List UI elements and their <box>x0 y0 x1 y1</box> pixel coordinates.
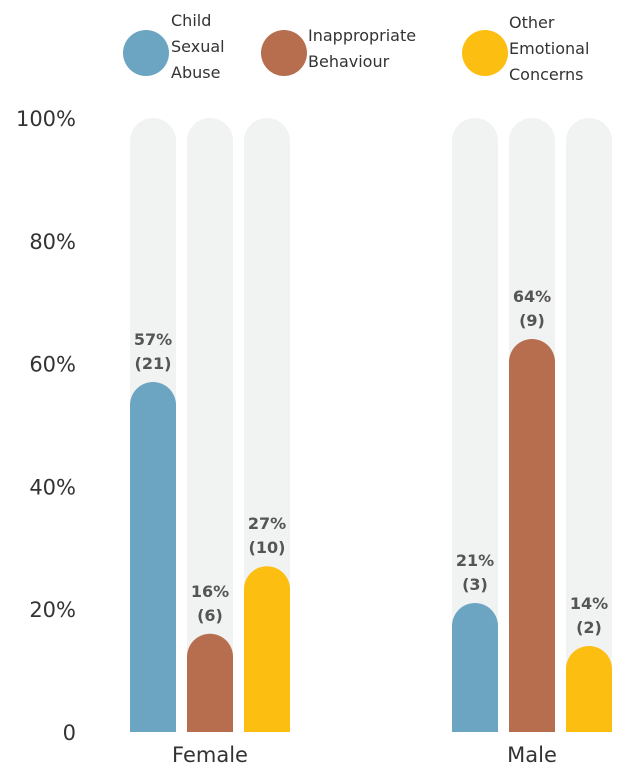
data-label-count: (10) <box>249 538 286 557</box>
legend-swatch <box>462 30 508 76</box>
data-label-count: (21) <box>135 354 172 373</box>
legend-label: Concerns <box>509 65 584 84</box>
data-label-percent: 16% <box>191 582 229 601</box>
bar <box>130 382 176 732</box>
bar <box>509 339 555 732</box>
legend-label: Sexual <box>171 37 225 56</box>
legend-label: Behaviour <box>308 52 390 71</box>
bar <box>452 603 498 732</box>
legend-swatch <box>261 30 307 76</box>
data-label-count: (9) <box>519 311 545 330</box>
data-label-percent: 64% <box>513 287 551 306</box>
bar <box>566 646 612 732</box>
legend-swatch <box>123 30 169 76</box>
y-tick-label: 60% <box>29 353 76 377</box>
legend-label: Child <box>171 11 211 30</box>
data-label-count: (6) <box>197 606 223 625</box>
data-label-percent: 14% <box>570 594 608 613</box>
bar <box>187 633 233 732</box>
y-tick-label: 80% <box>29 230 76 254</box>
bar <box>244 566 290 732</box>
data-label-count: (2) <box>576 618 602 637</box>
bar-track <box>452 118 498 732</box>
data-label-percent: 21% <box>456 551 494 570</box>
legend-label: Abuse <box>171 63 220 82</box>
y-tick-label: 40% <box>29 475 76 499</box>
legend-label: Inappropriate <box>308 26 416 45</box>
x-category-label: Male <box>507 743 557 765</box>
bar-track <box>187 118 233 732</box>
y-tick-label: 20% <box>29 598 76 622</box>
legend-label: Emotional <box>509 39 589 58</box>
x-category-label: Female <box>172 743 248 765</box>
data-label-count: (3) <box>462 575 488 594</box>
y-tick-label: 100% <box>16 107 76 131</box>
legend-label: Other <box>509 13 555 32</box>
data-label-percent: 57% <box>134 330 172 349</box>
bar-track <box>566 118 612 732</box>
y-tick-label: 0 <box>63 721 76 745</box>
data-label-percent: 27% <box>248 514 286 533</box>
